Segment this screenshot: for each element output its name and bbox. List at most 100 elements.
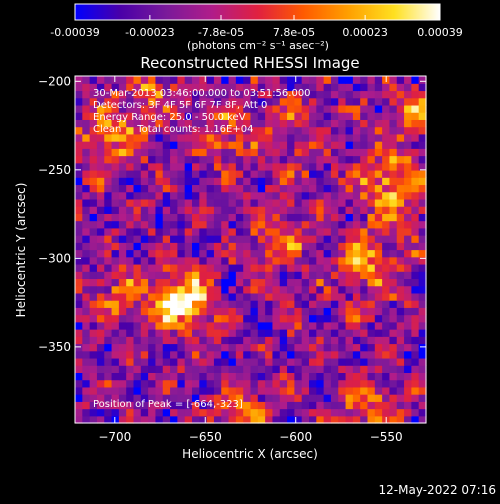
heatmap-cell <box>374 386 383 395</box>
heatmap-cell <box>177 292 186 301</box>
heatmap-cell <box>265 126 274 135</box>
heatmap-cell <box>360 271 369 280</box>
heatmap-cell <box>118 177 127 186</box>
heatmap-cell <box>140 213 149 222</box>
heatmap-cell <box>126 90 135 99</box>
heatmap-cell <box>206 394 215 402</box>
heatmap-cell <box>118 408 127 417</box>
heatmap-cell <box>184 321 193 330</box>
heatmap-cell <box>374 220 383 229</box>
heatmap-cell <box>418 350 427 359</box>
heatmap-cell <box>404 408 412 417</box>
heatmap-cell <box>323 292 332 301</box>
heatmap-cell <box>199 155 208 164</box>
heatmap-cell <box>243 184 252 193</box>
heatmap-cell <box>89 249 98 258</box>
heatmap-cell <box>404 213 412 222</box>
heatmap-cell <box>279 83 288 92</box>
heatmap-cell <box>352 184 361 193</box>
heatmap-cell <box>287 343 295 352</box>
heatmap-cell <box>323 177 332 186</box>
heatmap-cell <box>279 184 288 193</box>
heatmap-cell <box>148 220 157 229</box>
heatmap-cell <box>104 119 113 128</box>
heatmap-cell <box>374 90 383 99</box>
heatmap-cell <box>82 148 91 157</box>
heatmap-cell <box>126 285 135 294</box>
heatmap-cell <box>257 141 266 149</box>
heatmap-cell <box>89 292 98 301</box>
heatmap-cell <box>352 97 361 106</box>
heatmap-cell <box>360 133 369 142</box>
heatmap-cell <box>301 83 310 92</box>
heatmap-cell <box>330 408 339 417</box>
heatmap-cell <box>148 155 157 164</box>
heatmap-cell <box>389 220 398 229</box>
heatmap-cell <box>257 169 266 178</box>
heatmap-cell <box>111 256 120 265</box>
heatmap-cell <box>133 401 142 410</box>
heatmap-cell <box>404 206 412 214</box>
heatmap-cell <box>382 148 391 157</box>
heatmap-cell <box>75 148 83 157</box>
heatmap-cell <box>243 285 252 294</box>
heatmap-cell <box>96 104 105 113</box>
heatmap-cell <box>257 184 266 193</box>
heatmap-cell <box>199 263 208 272</box>
heatmap-cell <box>162 329 171 337</box>
heatmap-cell <box>250 401 259 410</box>
heatmap-cell <box>235 213 244 222</box>
heatmap-cell <box>330 162 339 171</box>
heatmap-cell <box>126 357 135 366</box>
heatmap-cell <box>206 235 215 243</box>
heatmap-cell <box>213 83 222 92</box>
heatmap-cell <box>396 379 405 388</box>
heatmap-cell <box>140 285 149 294</box>
heatmap-cell <box>279 394 288 402</box>
heatmap-cell <box>330 141 339 149</box>
heatmap-cell <box>404 379 412 388</box>
heatmap-cell <box>396 206 405 214</box>
heatmap-cell <box>118 285 127 294</box>
heatmap-cell <box>235 278 244 287</box>
heatmap-cell <box>287 357 295 366</box>
heatmap-cell <box>265 249 274 258</box>
heatmap-cell <box>279 300 288 308</box>
heatmap-cell <box>199 184 208 193</box>
heatmap-cell <box>316 191 325 200</box>
heatmap-cell <box>184 83 193 92</box>
heatmap-cell <box>170 285 178 294</box>
heatmap-cell <box>126 307 135 316</box>
heatmap-cell <box>309 213 317 222</box>
heatmap-cell <box>243 83 252 92</box>
heatmap-cell <box>323 76 332 84</box>
heatmap-cell <box>345 256 354 265</box>
heatmap-cell <box>104 148 113 157</box>
heatmap-cell <box>316 112 325 120</box>
heatmap-cell <box>213 256 222 265</box>
heatmap-cell <box>301 372 310 381</box>
heatmap-cell <box>221 372 230 381</box>
heatmap-cell <box>279 104 288 113</box>
heatmap-cell <box>228 220 237 229</box>
heatmap-cell <box>177 119 186 128</box>
heatmap-cell <box>338 184 347 193</box>
heatmap-cell <box>126 278 135 287</box>
heatmap-cell <box>294 256 303 265</box>
heatmap-cell <box>221 300 230 308</box>
heatmap-cell <box>309 321 317 330</box>
heatmap-cell <box>96 213 105 222</box>
heatmap-cell <box>279 169 288 178</box>
heatmap-cell <box>148 191 157 200</box>
heatmap-cell <box>279 141 288 149</box>
heatmap-cell <box>192 401 200 410</box>
heatmap-cell <box>279 408 288 417</box>
heatmap-cell <box>316 365 325 373</box>
heatmap-cell <box>148 336 157 345</box>
heatmap-cell <box>155 177 164 186</box>
heatmap-cell <box>287 300 295 308</box>
heatmap-cell <box>367 227 376 236</box>
heatmap-cell <box>221 394 230 402</box>
heatmap-cell <box>96 235 105 243</box>
heatmap-cell <box>111 321 120 330</box>
